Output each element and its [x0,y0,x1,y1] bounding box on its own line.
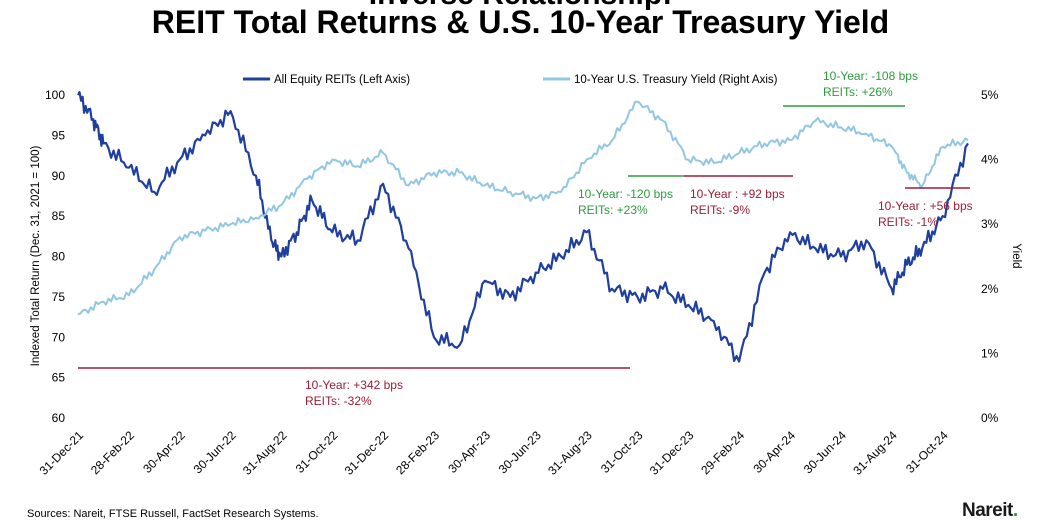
annotation-yield-change: 10-Year: -108 bps [823,69,918,83]
x-tick-label: 31-Oct-24 [903,428,951,476]
y-tick-label: 65 [52,371,66,385]
y2-tick-label: 3% [981,217,999,231]
x-tick-label: 30-Apr-24 [750,428,798,476]
y2-tick-label: 1% [981,346,999,360]
legend-label-yield: 10-Year U.S. Treasury Yield (Right Axis) [574,74,778,86]
logo-text: Nareit [962,500,1013,521]
x-tick-label: 31-Dec-22 [342,428,392,478]
series-lines [77,90,969,363]
x-tick-label: 28-Feb-23 [393,428,442,477]
reit-line [77,90,969,363]
x-tick-label: 31-Oct-23 [598,428,646,476]
y2-tick-label: 0% [981,411,999,425]
x-tick-label: 31-Oct-22 [293,428,341,476]
annotation-yield-change: 10-Year: -120 bps [578,187,673,201]
x-axis-ticks: 31-Dec-21 28-Feb-22 30-Apr-22 30-Jun-22 31-A… [37,428,951,478]
y-tick-label: 75 [52,290,66,304]
y2-tick-label: 4% [981,153,999,167]
annotation-yield-change: 10-Year : +56 bps [878,199,973,213]
legend: All Equity REITs (Left Axis) 10-Year U.S… [243,74,778,86]
y-tick-label: 100 [45,88,65,102]
legend-label-reit: All Equity REITs (Left Axis) [274,74,410,86]
x-tick-label: 30-Jun-22 [191,428,239,476]
annotation-reit-change: REITs: -32% [305,394,372,408]
y2-axis-ticks: 0% 1% 2% 3% 4% 5% [981,88,999,425]
chart-area: All Equity REITs (Left Axis) 10-Year U.S… [30,69,1022,478]
x-tick-label: 30-Jun-24 [801,428,849,476]
annotation-yield-change: 10-Year: +342 bps [305,378,403,392]
annotations: 10-Year: +342 bps REITs: -32% 10-Year: -12… [78,69,973,408]
y-tick-label: 85 [52,209,66,223]
x-tick-label: 31-Dec-21 [37,428,87,478]
annotation-reit-change: REITs: -1% [878,215,938,229]
x-tick-label: 31-Aug-22 [240,428,290,478]
x-tick-label: 30-Apr-22 [140,428,188,476]
annotation-reit-change: REITs: -9% [690,203,750,217]
y-tick-label: 60 [52,411,66,425]
x-tick-label: 30-Apr-23 [445,428,493,476]
yield-line [77,100,969,316]
annotation-reit-change: REITs: +26% [823,85,893,99]
annotation-reit-change: REITs: +23% [578,203,648,217]
chart-supertitle: Inverse Relationship: [0,0,1041,12]
x-tick-label: 28-Feb-22 [88,428,137,477]
y-axis-ticks: 60 65 70 75 80 85 90 95 100 [45,88,65,425]
y-tick-label: 70 [52,330,66,344]
source-note: Sources: Nareit, FTSE Russell, FactSet R… [27,508,319,520]
nareit-logo: Nareit. [962,500,1018,522]
chart-title: REIT Total Returns & U.S. 10-Year Treasu… [151,4,890,40]
x-tick-label: 31-Aug-24 [850,428,900,478]
y-axis-label: Indexed Total Return (Dec. 31, 2021 = 10… [30,145,42,366]
annotation-yield-change: 10-Year : +92 bps [690,187,785,201]
y-tick-label: 80 [52,250,66,264]
y2-axis-label: Yield [1010,243,1022,268]
logo-dot: . [1012,500,1018,521]
y-tick-label: 95 [52,128,66,142]
y2-tick-label: 5% [981,88,999,102]
x-tick-label: 30-Jun-23 [496,428,544,476]
y2-tick-label: 2% [981,282,999,296]
x-tick-label: 29-Feb-24 [698,428,747,477]
x-tick-label: 31-Aug-23 [545,428,595,478]
y-tick-label: 90 [52,169,66,183]
x-tick-label: 31-Dec-23 [647,428,697,478]
